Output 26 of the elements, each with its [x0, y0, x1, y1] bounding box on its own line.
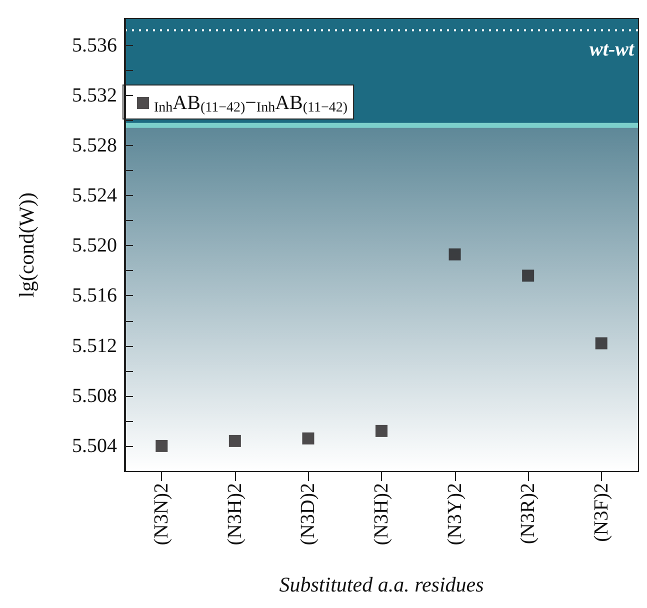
point [522, 270, 534, 282]
y-tick-label: 5.520 [72, 234, 117, 257]
point [156, 440, 168, 452]
y-tick-label: 5.508 [72, 384, 117, 407]
ref-line-label: wt-wt [590, 38, 636, 60]
x-tick-label: (N3N)2 [150, 483, 173, 546]
x-tick-label: (N3D)2 [297, 483, 320, 546]
point [595, 337, 608, 350]
point [448, 248, 461, 260]
x-tick-label: (N3H)2 [370, 483, 392, 546]
y-tick-label: 5.524 [72, 184, 117, 207]
x-axis-title: Substituted a.a. residues [279, 572, 484, 596]
y-axis-title: lg(cond(W)) [14, 192, 38, 298]
y-tick-label: 5.536 [72, 34, 117, 56]
x-tick-label: (N3F)2 [590, 483, 612, 542]
point [302, 432, 314, 444]
x-tick-label: (N3R)2 [517, 483, 540, 544]
point [376, 424, 388, 437]
y-tick-label: 5.532 [72, 84, 117, 106]
y-tick-label: 5.516 [72, 284, 117, 307]
y-tick-label: 5.512 [72, 334, 117, 357]
y-tick-label: 5.504 [72, 434, 117, 457]
x-tick-label: (N3H)2 [224, 483, 246, 546]
point [228, 434, 241, 447]
x-tick-label: (N3Y)2 [444, 483, 466, 546]
y-tick-label: 5.528 [72, 134, 117, 156]
